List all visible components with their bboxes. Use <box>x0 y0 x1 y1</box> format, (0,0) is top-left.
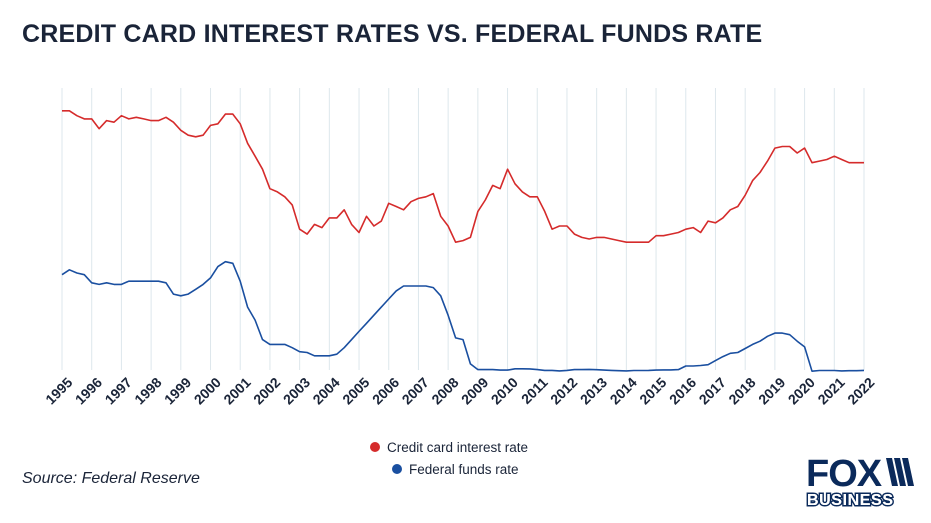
x-tick-label: 2005 <box>339 374 372 407</box>
x-tick-label: 2001 <box>220 374 253 407</box>
x-tick-label: 2022 <box>844 374 877 407</box>
x-tick-label: 2018 <box>725 374 758 407</box>
legend-label-fed: Federal funds rate <box>409 461 519 477</box>
x-tick-label: 2015 <box>636 374 669 407</box>
source-note: Source: Federal Reserve <box>22 470 200 487</box>
series-line-credit-card <box>62 110 864 243</box>
x-tick-label: 1995 <box>42 374 75 407</box>
legend-item-credit-card: Credit card interest rate <box>370 436 528 458</box>
x-tick-label: 2019 <box>755 374 788 407</box>
legend-item-federal-funds: Federal funds rate <box>392 458 528 480</box>
x-tick-label: 2017 <box>696 374 729 407</box>
x-tick-label: 1997 <box>102 374 135 407</box>
chart-title: CREDIT CARD INTEREST RATES VS. FEDERAL F… <box>22 20 763 48</box>
series-line-federal-funds <box>61 260 865 372</box>
legend: Credit card interest rate Federal funds … <box>370 436 528 480</box>
x-tick-label: 2016 <box>666 374 699 407</box>
x-axis-ticks: 1995199619971998199920002001200220032004… <box>42 374 877 407</box>
legend-dot-credit <box>370 442 380 452</box>
x-tick-label: 1996 <box>72 374 105 407</box>
x-tick-label: 1999 <box>161 374 194 407</box>
x-tick-label: 2020 <box>785 374 818 407</box>
x-tick-label: 2008 <box>428 374 461 407</box>
fox-business-logo: FOX BUSINESS BUSINESS <box>806 452 916 511</box>
x-tick-label: 2007 <box>399 374 432 407</box>
x-tick-label: 2014 <box>607 374 640 407</box>
x-tick-label: 2004 <box>309 374 342 407</box>
svg-text:BUSINESS: BUSINESS <box>807 492 894 508</box>
x-tick-label: 2002 <box>250 374 283 407</box>
svg-text:BUSINESS: BUSINESS <box>807 492 894 508</box>
x-tick-label: 2009 <box>458 374 491 407</box>
x-tick-label: 2021 <box>814 374 847 407</box>
x-tick-label: 2010 <box>488 374 521 407</box>
svg-text:FOX: FOX <box>806 453 883 495</box>
x-tick-label: 1998 <box>131 374 164 407</box>
legend-label-credit: Credit card interest rate <box>387 439 529 455</box>
legend-dot-fed <box>392 464 402 474</box>
x-tick-label: 2000 <box>191 374 224 407</box>
fox-business-logo-mark: FOX BUSINESS BUSINESS <box>806 453 914 511</box>
series-lines <box>61 110 865 372</box>
x-tick-label: 2013 <box>577 374 610 407</box>
x-tick-label: 2011 <box>518 374 551 407</box>
x-tick-label: 2006 <box>369 374 402 407</box>
x-tick-label: 2003 <box>280 374 313 407</box>
grid-lines <box>61 88 865 370</box>
x-tick-label: 2012 <box>547 374 580 407</box>
